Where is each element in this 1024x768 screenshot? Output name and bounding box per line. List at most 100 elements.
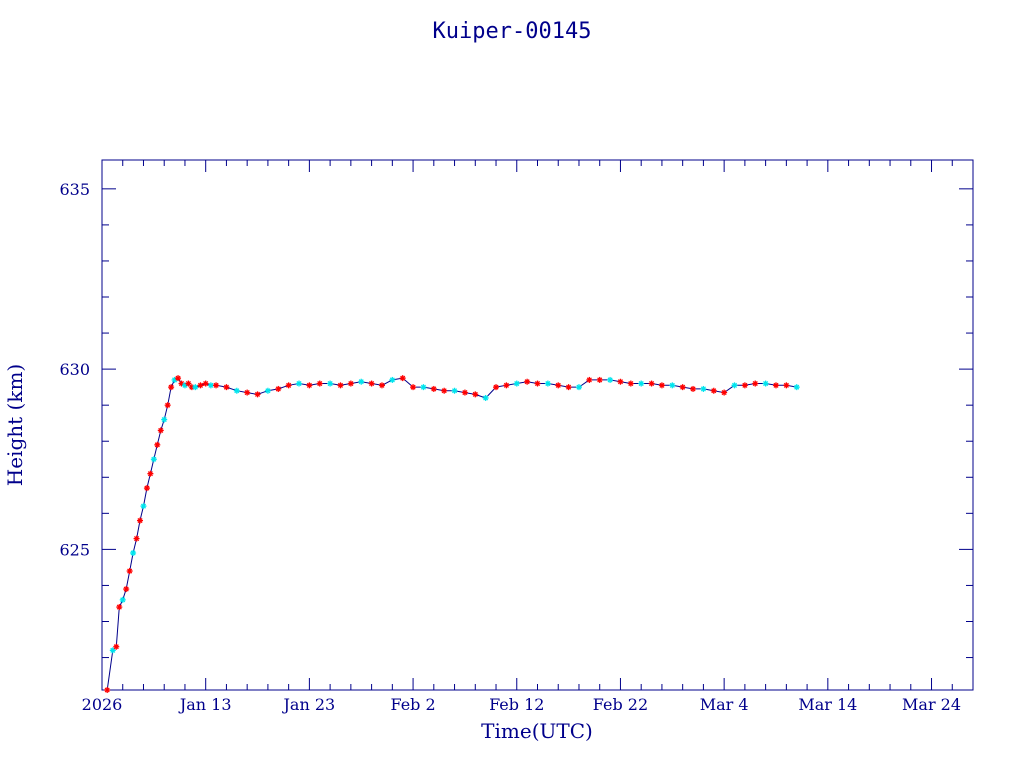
data-point (147, 470, 154, 477)
data-point (358, 378, 365, 385)
data-point (690, 385, 697, 392)
data-point (185, 380, 192, 387)
chart-title: Kuiper-00145 (433, 19, 592, 44)
data-point (197, 382, 204, 389)
data-point (143, 485, 150, 492)
data-point (493, 384, 500, 391)
data-point (244, 389, 251, 396)
data-point (175, 375, 182, 382)
data-point (137, 517, 144, 524)
data-point (223, 384, 230, 391)
data-point (130, 549, 137, 556)
data-point (126, 568, 133, 575)
data-point (783, 382, 790, 389)
y-axis-label: Height (km) (3, 364, 27, 486)
y-tick-label: 635 (59, 180, 90, 199)
axis-ticks (101, 160, 974, 690)
x-tick-label: Jan 23 (282, 695, 336, 714)
data-point (565, 384, 572, 391)
data-point (731, 382, 738, 389)
data-point (378, 382, 385, 389)
x-tick-label: Feb 12 (489, 695, 544, 714)
data-point (679, 384, 686, 391)
data-point (192, 384, 199, 391)
data-point (347, 380, 354, 387)
data-point (534, 380, 541, 387)
data-point (441, 387, 448, 394)
series-line (106, 377, 797, 691)
data-point (627, 380, 634, 387)
data-point (451, 387, 458, 394)
data-point (306, 382, 313, 389)
x-tick-label: Jan 13 (178, 695, 232, 714)
plot-frame (101, 159, 974, 691)
data-point (772, 382, 779, 389)
data-point (213, 382, 220, 389)
data-point (264, 387, 271, 394)
data-point (762, 380, 769, 387)
data-point (233, 387, 240, 394)
data-point (109, 647, 116, 654)
data-point (430, 385, 437, 392)
data-point (168, 384, 175, 391)
data-point (793, 384, 800, 391)
data-point (254, 391, 261, 398)
y-tick-label: 630 (59, 360, 90, 379)
x-tick-label: Mar 14 (798, 695, 857, 714)
data-point (555, 382, 562, 389)
data-point (544, 380, 551, 387)
x-tick-label: Feb 2 (390, 695, 435, 714)
data-point (389, 376, 396, 383)
data-point (119, 596, 126, 603)
data-point (157, 427, 164, 434)
data-point (575, 384, 582, 391)
data-point (617, 378, 624, 385)
data-point (150, 456, 157, 463)
data-point (607, 376, 614, 383)
x-tick-labels: 2026 Jan 13 Jan 23 Feb 2 Feb 12 Feb 22 Mar 4 Ma… (82, 695, 961, 714)
data-point (658, 382, 665, 389)
data-point (202, 380, 209, 387)
data-point (368, 380, 375, 387)
y-tick-labels: 625 630 635 (59, 180, 90, 560)
x-axis-label: Time(UTC) (481, 719, 593, 743)
data-point (524, 378, 531, 385)
data-point (154, 441, 161, 448)
data-point (296, 380, 303, 387)
data-point (700, 385, 707, 392)
series-group (104, 375, 800, 693)
data-point (596, 376, 603, 383)
data-point (285, 382, 292, 389)
data-point (164, 402, 171, 409)
data-point (104, 687, 111, 693)
data-point (513, 380, 520, 387)
data-point (669, 382, 676, 389)
x-tick-label: Mar 24 (902, 695, 961, 714)
data-point (133, 535, 140, 542)
data-point (275, 385, 282, 392)
data-point (586, 376, 593, 383)
data-point (113, 643, 120, 650)
data-point (161, 416, 168, 423)
data-point (741, 382, 748, 389)
data-point (420, 384, 427, 391)
data-point (316, 380, 323, 387)
x-tick-label: 2026 (82, 695, 123, 714)
data-point (482, 394, 489, 401)
data-point (207, 382, 214, 389)
data-point (503, 382, 510, 389)
x-tick-label: Feb 22 (593, 695, 648, 714)
x-tick-label: Mar 4 (700, 695, 749, 714)
data-point (140, 503, 147, 510)
y-tick-label: 625 (59, 540, 90, 559)
data-point (327, 380, 334, 387)
data-point (123, 586, 130, 593)
data-point (399, 375, 406, 382)
data-point (337, 382, 344, 389)
data-point (752, 380, 759, 387)
data-point (721, 389, 728, 396)
data-point (116, 604, 123, 611)
data-point (638, 380, 645, 387)
data-point (461, 389, 468, 396)
